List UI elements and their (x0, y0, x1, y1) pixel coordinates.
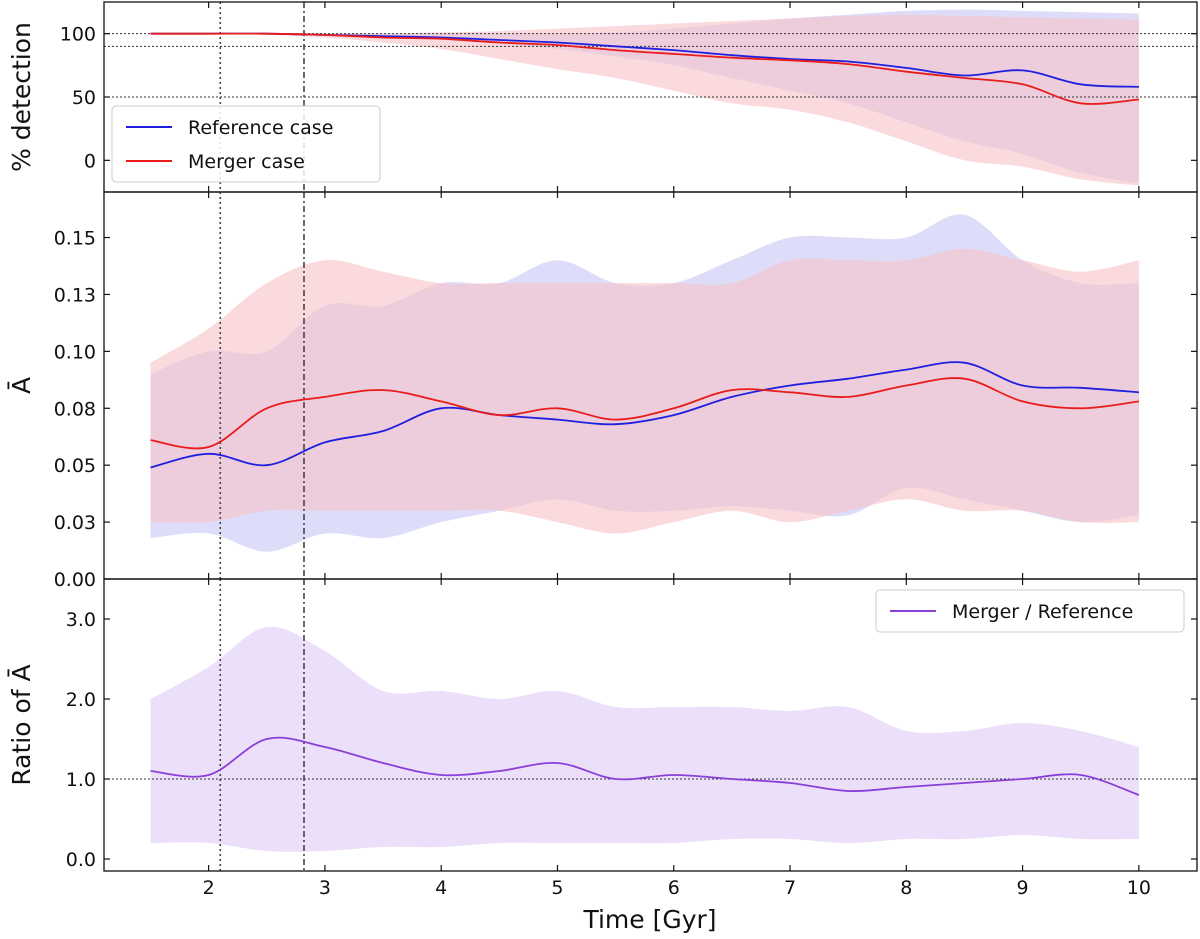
ytick-label-ratio-0: 0.0 (66, 849, 96, 871)
ytick-label-amplitude-0: 0.00 (54, 569, 96, 591)
xtick-label-5: 7 (784, 877, 796, 899)
xtick-label-4: 6 (668, 877, 680, 899)
xtick-label-2: 4 (435, 877, 447, 899)
frame-ratio (103, 578, 1198, 872)
ytick-label-amplitude-4: 0.10 (54, 341, 96, 363)
ytick-label-amplitude-2: 0.05 (54, 455, 96, 477)
ytick-label-ratio-2: 2.0 (66, 689, 96, 711)
legend-ratio: Merger / Reference (875, 589, 1185, 633)
line-ratio-0 (150, 736, 1140, 796)
x-axis: 2 3 4 5 6 7 8 9 10 (203, 877, 1151, 899)
ytick-label-detection-0: 0 (84, 150, 96, 172)
ytick-label-amplitude-1: 0.03 (54, 512, 96, 534)
plot-area-amplitude (150, 192, 1140, 579)
panel-ratio: 0.0 1.0 2.0 3.0 Ratio of Ā Merger / Reference (7, 578, 1198, 872)
ytick-label-amplitude-5: 0.13 (54, 284, 96, 306)
x-axis-title: Time [Gyr] (582, 905, 716, 934)
xtick-label-3: 5 (551, 877, 563, 899)
xtick-label-7: 9 (1017, 877, 1029, 899)
legend-box-detection (111, 105, 381, 183)
xtick-label-8: 10 (1127, 877, 1151, 899)
band-detection-1 (150, 14, 1139, 186)
panel-detection: 0 50 100 % detection Reference case Merger ca… (7, 1, 1198, 193)
panel-amplitude: 0.00 0.03 0.05 0.08 0.10 0.13 0.15 Ā (7, 191, 1198, 591)
xtick-label-0: 2 (203, 877, 215, 899)
plot-area-ratio (104, 579, 1197, 871)
ytick-label-ratio-1: 1.0 (66, 769, 96, 791)
band-amplitude-1 (150, 248, 1139, 534)
legend-label-detection-1: Merger case (188, 151, 305, 173)
xtick-label-1: 3 (319, 877, 331, 899)
legend-label-detection-0: Reference case (188, 117, 333, 139)
legend-detection: Reference case Merger case (111, 105, 381, 183)
xtick-label-6: 8 (900, 877, 912, 899)
ytick-label-detection-1: 50 (72, 87, 96, 109)
band-ratio-0 (150, 626, 1139, 852)
ytick-label-ratio-3: 3.0 (66, 609, 96, 631)
ytick-label-detection-2: 100 (60, 24, 96, 46)
legend-box-ratio (875, 589, 1185, 633)
ytick-label-amplitude-3: 0.08 (54, 398, 96, 420)
y-axis-title-amplitude: Ā (7, 377, 36, 394)
line-amplitude-0 (150, 361, 1139, 469)
y-axis-title-detection: % detection (7, 22, 36, 172)
line-amplitude-1 (150, 377, 1140, 450)
line-detection-1 (150, 32, 1139, 105)
legend-label-ratio-0: Merger / Reference (952, 601, 1133, 623)
y-axis-title-ratio: Ratio of Ā (7, 664, 36, 785)
ytick-label-amplitude-6: 0.15 (54, 228, 96, 250)
